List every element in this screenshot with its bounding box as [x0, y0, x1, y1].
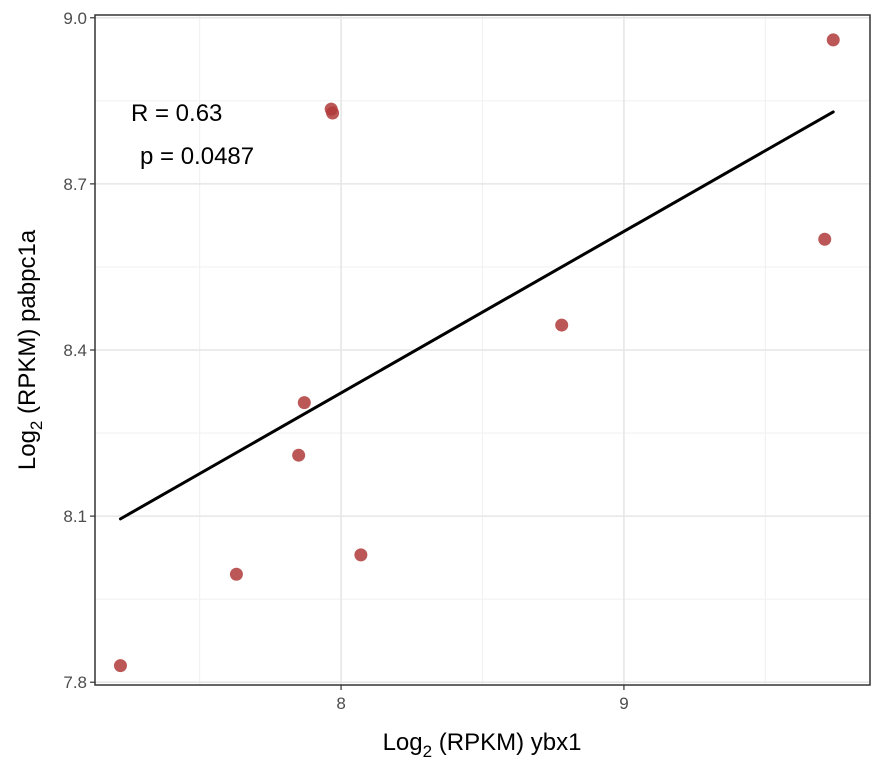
data-point	[113, 659, 127, 673]
y-axis-title-suffix: (RPKM) pabpc1a	[14, 229, 41, 420]
data-point	[292, 448, 306, 462]
y-axis-ticks: 7.8 8.1 8.4 8.7 9.0	[63, 9, 95, 692]
regression-line	[118, 110, 835, 521]
x-axis-title-prefix: Log	[383, 729, 423, 756]
r-annotation: R = 0.63	[131, 100, 222, 127]
data-point	[229, 567, 243, 581]
y-axis-title-prefix: Log	[14, 430, 41, 470]
x-axis-title-subscript: 2	[423, 742, 432, 761]
data-point	[818, 232, 832, 246]
data-point	[297, 396, 311, 410]
y-axis-title-subscript: 2	[27, 421, 46, 430]
data-points	[113, 33, 840, 673]
data-point	[826, 33, 840, 47]
y-tick-label: 7.8	[63, 673, 87, 692]
y-tick-label: 9.0	[63, 9, 87, 28]
y-tick-label: 8.7	[63, 175, 87, 194]
x-axis-title: Log2 (RPKM) ybx1	[383, 729, 582, 761]
y-tick-label: 8.1	[63, 507, 87, 526]
x-tick-label: 9	[619, 694, 628, 713]
data-point	[354, 548, 368, 562]
x-tick-label: 8	[336, 694, 345, 713]
major-gridlines	[95, 15, 870, 685]
data-point	[326, 106, 340, 120]
data-point	[555, 318, 569, 332]
y-tick-label: 8.4	[63, 341, 87, 360]
p-annotation: p = 0.0487	[140, 143, 254, 170]
y-axis-title: Log2 (RPKM) pabpc1a	[14, 229, 46, 470]
x-axis-title-suffix: (RPKM) ybx1	[432, 729, 581, 756]
